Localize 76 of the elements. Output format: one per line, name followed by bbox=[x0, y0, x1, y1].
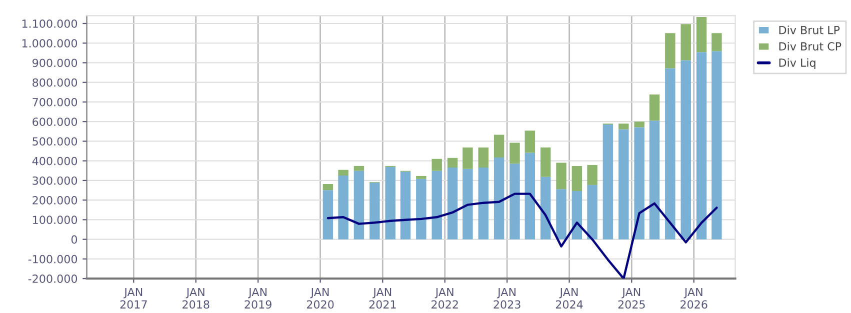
bar bbox=[322, 190, 334, 240]
bar bbox=[494, 158, 504, 240]
bar bbox=[524, 152, 536, 240]
bar bbox=[540, 148, 551, 177]
x-tick-label: JAN 2025 bbox=[618, 288, 645, 309]
line-series bbox=[326, 192, 718, 279]
bar bbox=[432, 158, 442, 171]
x-tick-label: JAN 2021 bbox=[369, 288, 396, 309]
bar bbox=[572, 166, 582, 192]
bar bbox=[680, 60, 691, 240]
y-tick-label: 1.000.000 bbox=[22, 39, 78, 48]
y-tick-label: 1.100.000 bbox=[22, 19, 78, 28]
bar bbox=[665, 33, 676, 68]
bar bbox=[370, 182, 380, 240]
x-tick-label: JAN 2017 bbox=[120, 288, 147, 309]
bar bbox=[354, 170, 364, 240]
x-tick-label: JAN 2020 bbox=[306, 288, 334, 309]
bar bbox=[447, 168, 458, 240]
bar bbox=[478, 148, 488, 168]
bar bbox=[712, 51, 722, 240]
bar bbox=[587, 164, 598, 185]
y-tick-label: 100.000 bbox=[33, 216, 78, 224]
bar bbox=[354, 166, 364, 171]
bar bbox=[416, 176, 426, 179]
y-tick-label: 200.000 bbox=[32, 196, 78, 204]
y-tick-label: 600.000 bbox=[32, 118, 78, 126]
bar bbox=[712, 33, 722, 52]
x-tick-label: JAN 2024 bbox=[556, 288, 583, 309]
bar bbox=[665, 68, 676, 240]
bar bbox=[338, 170, 348, 176]
bar bbox=[587, 184, 598, 240]
x-tick-label: JAN 2026 bbox=[680, 288, 708, 309]
x-tick-label: JAN 2019 bbox=[244, 288, 272, 309]
bar bbox=[447, 158, 458, 168]
bar bbox=[680, 24, 691, 60]
bar bbox=[696, 17, 707, 52]
y-tick-label: 900.000 bbox=[32, 58, 78, 68]
x-tick-label: JAN 2018 bbox=[182, 288, 210, 309]
bar bbox=[572, 191, 582, 240]
bar bbox=[416, 178, 426, 240]
y-tick-label: 500.000 bbox=[32, 137, 78, 146]
bar bbox=[540, 176, 551, 240]
bar bbox=[400, 172, 411, 240]
bar bbox=[634, 122, 644, 128]
legend-label: Div Brut LP bbox=[779, 26, 840, 34]
bar bbox=[432, 170, 442, 240]
y-tick-label: -200.000 bbox=[28, 274, 78, 283]
bar bbox=[524, 130, 536, 153]
bar bbox=[696, 52, 707, 240]
bar bbox=[649, 94, 660, 121]
bar bbox=[478, 168, 488, 240]
x-tick-label: JAN 2022 bbox=[432, 288, 458, 309]
bar bbox=[385, 166, 396, 240]
bar bbox=[510, 142, 520, 164]
bar bbox=[494, 134, 504, 158]
legend-label: Div Liq bbox=[779, 58, 816, 70]
bar bbox=[510, 164, 520, 240]
bar bbox=[556, 162, 566, 190]
bar bbox=[649, 120, 660, 240]
bar bbox=[322, 184, 334, 190]
bar bbox=[618, 129, 629, 240]
bar bbox=[602, 124, 614, 240]
bar bbox=[462, 148, 473, 169]
y-tick-label: 400.000 bbox=[32, 156, 78, 166]
bar bbox=[618, 124, 629, 130]
bar bbox=[634, 127, 644, 240]
bar bbox=[338, 176, 348, 240]
bar bbox=[556, 189, 566, 240]
y-tick-label: 800.000 bbox=[32, 78, 78, 87]
y-tick-label: 0 bbox=[71, 235, 78, 244]
bar bbox=[462, 168, 473, 240]
x-tick-label: JAN 2023 bbox=[494, 288, 520, 309]
y-tick-label: 700.000 bbox=[32, 98, 78, 106]
y-tick-label: 300.000 bbox=[32, 176, 78, 185]
y-tick-label: -100.000 bbox=[28, 254, 78, 264]
legend-label: Div Brut CP bbox=[779, 42, 842, 51]
